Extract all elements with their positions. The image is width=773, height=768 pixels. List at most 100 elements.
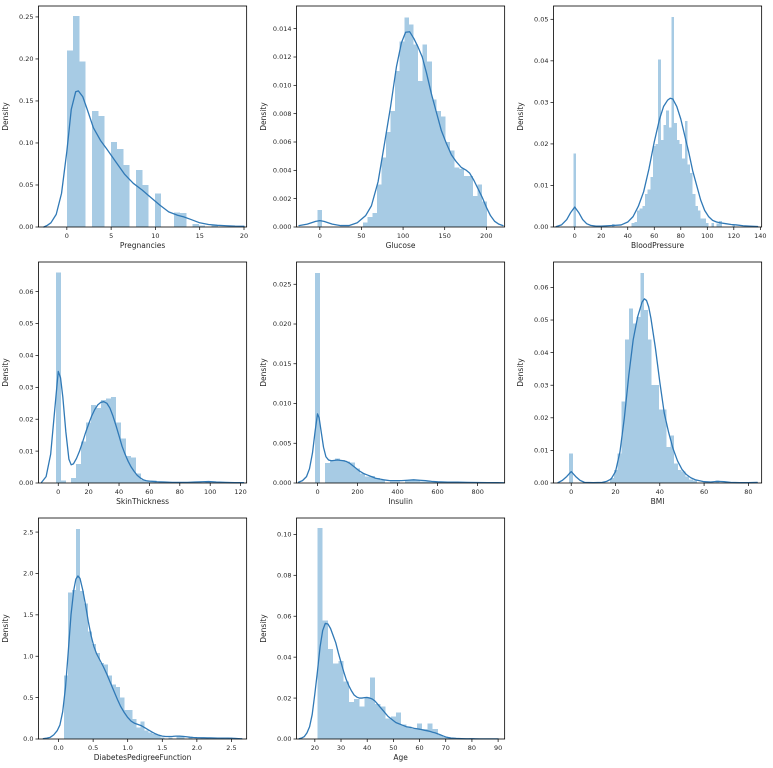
x-tick-label: 60 bbox=[145, 488, 153, 496]
y-axis-label: Density bbox=[1, 614, 10, 643]
x-tick-label: 10 bbox=[151, 232, 159, 240]
kde-curve bbox=[42, 575, 243, 740]
x-tick-label: 50 bbox=[389, 744, 397, 752]
x-tick-label: 1.5 bbox=[157, 744, 167, 752]
tick-marks bbox=[293, 534, 499, 742]
tick-marks bbox=[35, 291, 241, 486]
y-tick-label: 0.08 bbox=[277, 571, 291, 579]
y-tick-label: 0.0 bbox=[23, 735, 33, 743]
histogram-bars bbox=[66, 16, 218, 227]
y-tick-label: 0.01 bbox=[534, 447, 548, 455]
subplot-bloodpressure: 0 20 40 60 80 100 120 140 0.00 0.01 0.02 0.03 0.04 0.… bbox=[515, 0, 773, 256]
histogram-bars bbox=[314, 273, 490, 483]
y-tick-label: 0.10 bbox=[19, 139, 33, 147]
y-tick-label: 0.5 bbox=[23, 694, 33, 702]
x-tick-label: 30 bbox=[337, 744, 345, 752]
tick-marks bbox=[35, 16, 245, 230]
distplot-insulin: 0 200 400 600 800 0.000 0.005 0.010 0.015 0.020 0.… bbox=[259, 261, 505, 506]
x-tick-label: 800 bbox=[471, 488, 483, 496]
x-tick-label: 1.0 bbox=[123, 744, 133, 752]
x-tick-label: 80 bbox=[467, 744, 475, 752]
y-tick-label: 0.01 bbox=[534, 182, 548, 190]
y-tick-label: 0.02 bbox=[534, 140, 548, 148]
y-tick-label: 0.06 bbox=[534, 284, 548, 292]
histogram-bars bbox=[569, 272, 751, 483]
subplot-age: 20 30 40 50 60 70 80 90 0.00 0.02 0.04 0.06 0.08 0.10… bbox=[258, 512, 516, 768]
y-axis-label: Density bbox=[259, 614, 268, 643]
x-tick-label: 0 bbox=[56, 488, 60, 496]
tick-marks bbox=[550, 287, 750, 486]
x-axis-label: Insulin bbox=[388, 497, 413, 506]
y-tick-label: 0.20 bbox=[19, 55, 33, 63]
subplot-glucose: 0 50 100 150 200 0.000 0.002 0.004 0.006 0.008 0.0… bbox=[258, 0, 516, 256]
tick-labels: 0 20 40 60 80 0.00 0.01 0.02 0.03 0.04 0.05 0.06 bbox=[534, 284, 752, 496]
x-tick-label: 0 bbox=[317, 232, 321, 240]
y-tick-label: 0.010 bbox=[273, 82, 292, 90]
y-tick-label: 0.00 bbox=[277, 735, 291, 743]
y-tick-label: 0.03 bbox=[534, 381, 548, 389]
x-tick-label: 80 bbox=[745, 488, 753, 496]
x-axis-label: Pregnancies bbox=[120, 241, 166, 250]
y-tick-label: 0.00 bbox=[534, 479, 548, 487]
x-tick-label: 90 bbox=[494, 744, 502, 752]
x-axis-label: Age bbox=[393, 753, 408, 762]
x-tick-label: 200 bbox=[480, 232, 492, 240]
x-tick-label: 400 bbox=[391, 488, 403, 496]
y-tick-label: 0.012 bbox=[273, 53, 292, 61]
y-tick-label: 0.00 bbox=[534, 223, 548, 231]
x-tick-label: 60 bbox=[415, 744, 423, 752]
y-tick-label: 0.15 bbox=[19, 97, 33, 105]
y-tick-label: 0.015 bbox=[273, 360, 292, 368]
x-tick-label: 80 bbox=[176, 488, 184, 496]
histogram-bars bbox=[317, 528, 475, 739]
tick-labels: 0 200 400 600 800 0.000 0.005 0.010 0.015 0.020 0.… bbox=[273, 280, 484, 496]
y-tick-label: 0.006 bbox=[273, 138, 292, 146]
y-axis-label: Density bbox=[516, 358, 525, 387]
kde-curve bbox=[555, 97, 759, 228]
x-tick-label: 20 bbox=[85, 488, 93, 496]
y-axis-label: Density bbox=[1, 358, 10, 387]
x-tick-label: 15 bbox=[196, 232, 204, 240]
y-tick-label: 0.02 bbox=[534, 414, 548, 422]
x-tick-label: 20 bbox=[310, 744, 318, 752]
x-tick-label: 100 bbox=[204, 488, 216, 496]
y-tick-label: 0.05 bbox=[534, 316, 548, 324]
x-tick-label: 0 bbox=[573, 232, 577, 240]
tick-labels: 20 30 40 50 60 70 80 90 0.00 0.02 0.04 0.06 0.08 0.10 bbox=[277, 531, 502, 752]
tick-marks bbox=[35, 531, 232, 742]
axes-spines bbox=[553, 261, 763, 484]
x-tick-label: 20 bbox=[240, 232, 248, 240]
y-tick-label: 0.01 bbox=[19, 447, 33, 455]
tick-labels: 0.0 0.5 1.0 1.5 2.0 2.5 0.0 0.5 1.0 1.5 2.0 2.5 bbox=[23, 528, 236, 752]
y-axis-label: Density bbox=[259, 102, 268, 131]
x-axis-label: DiabetesPedigreeFunction bbox=[94, 753, 192, 762]
histogram-bars bbox=[64, 528, 233, 739]
x-tick-label: 120 bbox=[234, 488, 246, 496]
x-tick-label: 200 bbox=[351, 488, 363, 496]
x-tick-label: 100 bbox=[397, 232, 409, 240]
y-tick-label: 0.03 bbox=[534, 99, 548, 107]
x-tick-label: 0.0 bbox=[53, 744, 63, 752]
y-tick-label: 0.05 bbox=[534, 15, 548, 23]
y-tick-label: 0.00 bbox=[19, 223, 33, 231]
histogram-bars bbox=[55, 272, 211, 483]
y-tick-label: 1.0 bbox=[23, 652, 33, 660]
y-tick-label: 0.05 bbox=[19, 320, 33, 328]
distplot-pregnancies: 0 5 10 15 20 0.00 0.05 0.10 0.15 0.20 0.25 Pregnanc… bbox=[1, 5, 248, 250]
tick-labels: 0 5 10 15 20 0.00 0.05 0.10 0.15 0.20 0.25 bbox=[19, 13, 248, 240]
x-axis-label: Glucose bbox=[385, 241, 415, 250]
tick-marks bbox=[550, 18, 761, 230]
kde-curve bbox=[43, 90, 245, 228]
x-tick-label: 2.0 bbox=[192, 744, 202, 752]
x-tick-label: 40 bbox=[115, 488, 123, 496]
axes-spines bbox=[38, 517, 248, 740]
distplot-glucose: 0 50 100 150 200 0.000 0.002 0.004 0.006 0.008 0.0… bbox=[259, 5, 505, 250]
kde-curve bbox=[297, 413, 504, 484]
x-tick-label: 0 bbox=[569, 488, 573, 496]
y-tick-label: 0.014 bbox=[273, 25, 292, 33]
x-tick-label: 40 bbox=[624, 232, 632, 240]
x-tick-label: 100 bbox=[701, 232, 713, 240]
x-tick-label: 150 bbox=[438, 232, 450, 240]
kde-curve bbox=[298, 31, 504, 227]
